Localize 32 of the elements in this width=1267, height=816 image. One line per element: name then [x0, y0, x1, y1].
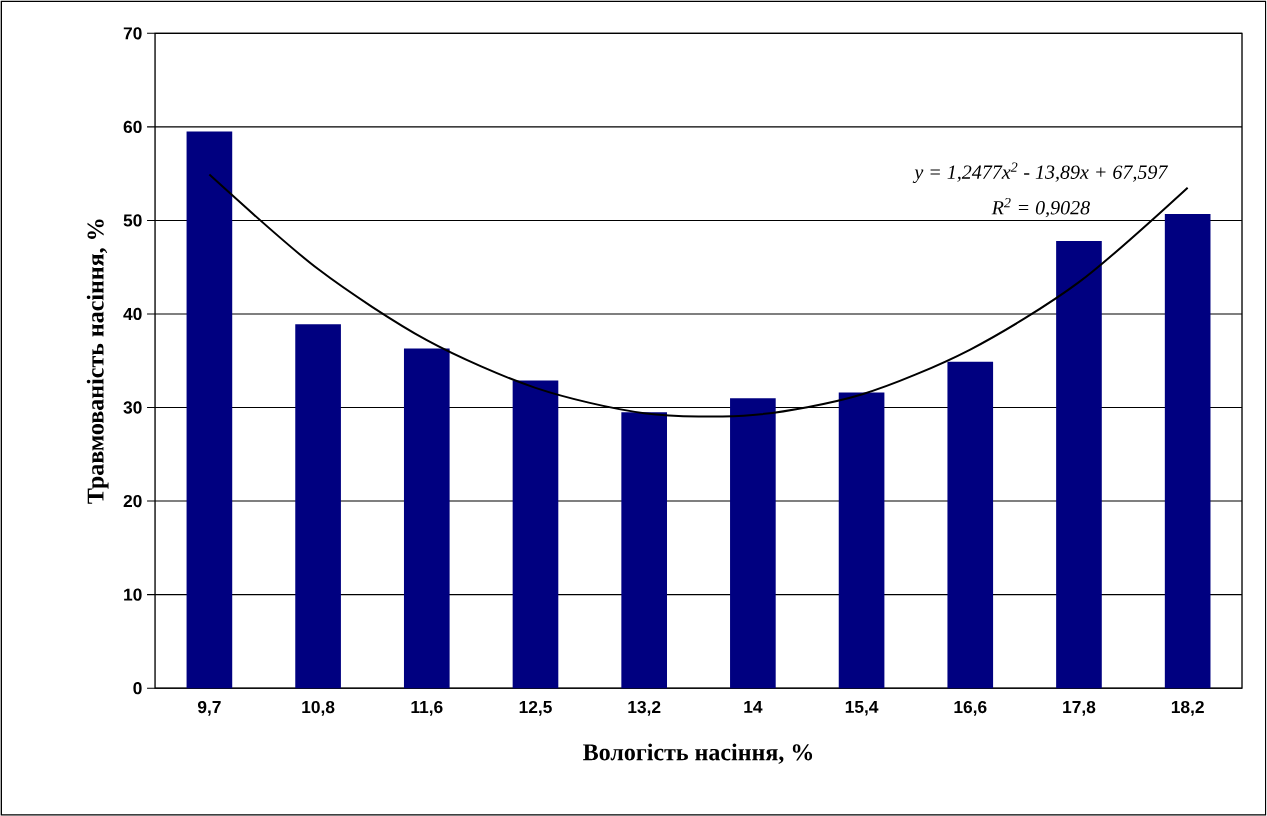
bar	[1056, 240, 1102, 689]
x-tick-label: 9,7	[197, 700, 221, 716]
bar	[947, 361, 994, 689]
y-axis-title: Травмованість насіння, %	[86, 219, 109, 504]
bar	[1164, 213, 1211, 689]
y-tick-label: 20	[123, 494, 142, 508]
x-axis-title: Вологість насіння, %	[583, 743, 813, 764]
bar	[403, 348, 450, 689]
y-tick-label: 70	[123, 27, 142, 40]
bar	[838, 392, 885, 689]
x-tick-label: 13,2	[628, 700, 661, 716]
bar	[621, 412, 668, 689]
y-tick-label: 10	[124, 588, 142, 601]
y-tick-label: 40	[123, 307, 142, 321]
annotation: y = 1,2477x$^{2}$ - 13,89x + 67,597	[912, 162, 1169, 183]
y-tick-label: 60	[123, 120, 142, 133]
x-tick-label: 18,2	[1171, 700, 1204, 716]
bar	[186, 131, 233, 689]
bar	[512, 380, 559, 689]
annotation: R$^{2}$ = 0,9028	[991, 197, 1090, 218]
bar	[730, 398, 776, 689]
y-tick-label: 0	[133, 681, 142, 695]
x-tick-label: 16,6	[954, 700, 987, 716]
y-tick-label: 50	[123, 214, 142, 227]
bar	[295, 324, 341, 689]
x-tick-label: 12,5	[519, 700, 552, 716]
x-tick-label: 15,4	[845, 700, 879, 716]
x-tick-label: 10,8	[302, 700, 335, 716]
y-tick-label: 30	[123, 401, 142, 414]
x-tick-label: 14	[744, 700, 763, 713]
x-tick-label: 17,8	[1063, 700, 1096, 716]
x-tick-label: 11,6	[411, 700, 443, 716]
